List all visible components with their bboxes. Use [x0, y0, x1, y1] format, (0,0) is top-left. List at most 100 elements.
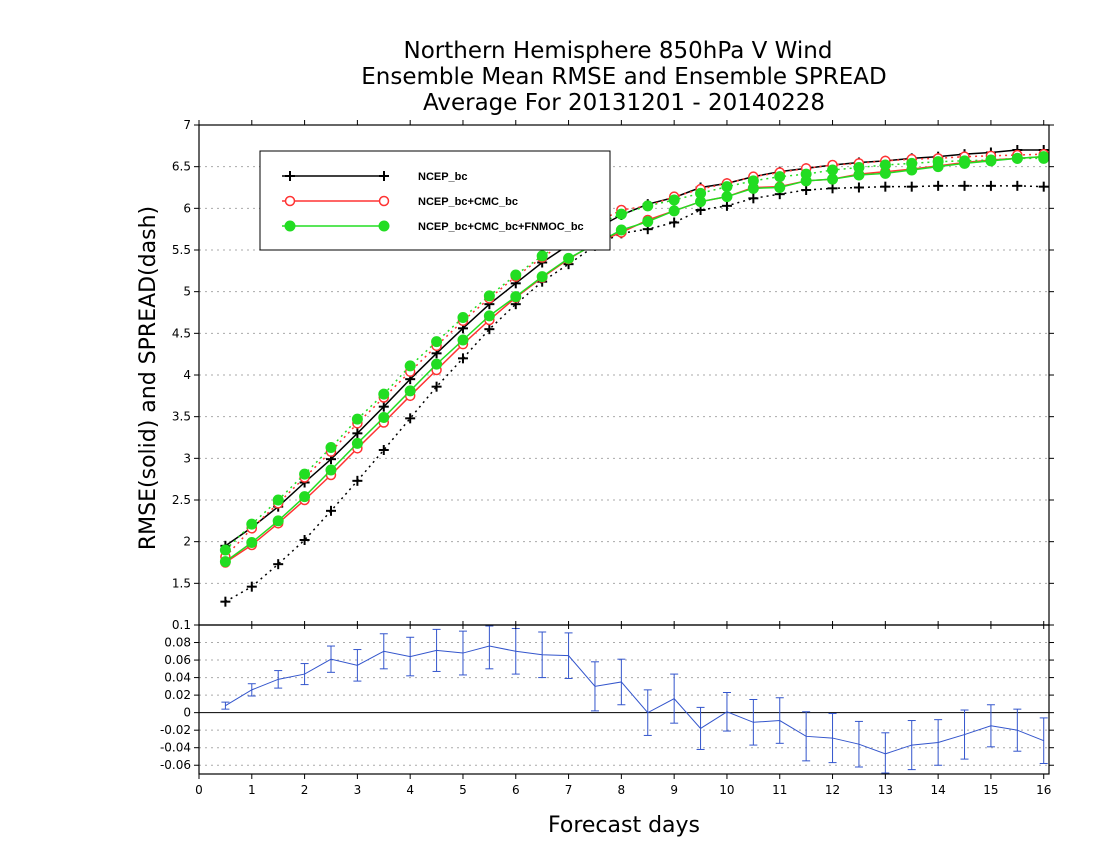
series-2-rmse-point — [351, 437, 363, 449]
x-tick-label: 0 — [195, 783, 203, 797]
y-tick-label: 5 — [183, 285, 191, 299]
series-2-rmse-point — [747, 182, 759, 194]
y2-tick-label: 0.02 — [164, 688, 191, 702]
series-2-spread-point — [510, 269, 522, 281]
error-bar — [986, 704, 995, 748]
error-bar — [590, 661, 599, 712]
y-tick-label: 1.5 — [172, 576, 191, 590]
series-2-spread-point — [299, 468, 311, 480]
series-2-spread-point — [404, 360, 416, 372]
error-bar — [432, 628, 441, 672]
series-2-spread-point — [246, 518, 258, 530]
x-tick-label: 8 — [618, 783, 626, 797]
series-2-rmse-point — [510, 291, 522, 303]
y2-tick-label: 0.1 — [172, 618, 191, 632]
bottom-plot-frame — [198, 624, 1050, 775]
series-0-spread-point — [220, 596, 231, 607]
series-0-spread-point — [246, 581, 257, 592]
y2-tick-label: -0.04 — [160, 741, 191, 755]
series-2-spread-point — [378, 388, 390, 400]
error-bar — [696, 706, 705, 750]
series-2-rmse-point — [906, 164, 918, 176]
error-bar — [722, 691, 731, 732]
series-0-spread-line — [225, 185, 1044, 603]
series-2-spread-point — [827, 164, 839, 176]
chart-title-line-3: Average For 20131201 - 20140228 — [423, 90, 825, 116]
series-0-spread-point — [933, 180, 944, 191]
x-tick-label: 2 — [301, 783, 309, 797]
legend-entries: NCEP_bc NCEP_bc+CMC_bc NCEP_bc+CMC_bc+FNMO… — [282, 171, 584, 233]
error-bar — [1013, 708, 1022, 752]
series-2-rmse-point — [668, 205, 680, 217]
error-bar — [907, 720, 916, 771]
legend-marker-1-b — [378, 195, 390, 207]
series-2-rmse-point — [431, 358, 443, 370]
legend-marker-0-a — [285, 171, 295, 181]
x-tick-label: 4 — [406, 783, 414, 797]
series-2-rmse-point — [879, 167, 891, 179]
series-0-spread-point — [1038, 181, 1049, 192]
error-bar — [406, 636, 415, 677]
series-0-spread-point — [985, 180, 996, 191]
series-0-spread-point — [273, 559, 284, 570]
series-2-rmse-point — [615, 224, 627, 236]
y-tick-label: 4 — [183, 368, 191, 382]
error-bar — [221, 701, 230, 710]
error-bar — [458, 630, 467, 676]
series-2-rmse-point — [774, 182, 786, 193]
y2-tick-label: 0 — [183, 706, 191, 720]
error-bar — [247, 683, 256, 697]
y2-tick-label: -0.02 — [160, 723, 191, 737]
series-2-rmse-point — [959, 157, 971, 169]
x-tick-label: 5 — [459, 783, 467, 797]
y2-tick-label: -0.06 — [160, 758, 191, 772]
x-tick-label: 9 — [670, 783, 678, 797]
error-bar — [749, 699, 758, 746]
x-tick-label: 11 — [772, 783, 787, 797]
chart-title-line-1: Northern Hemisphere 850hPa V Wind — [404, 38, 833, 64]
y-tick-label: 3.5 — [172, 410, 191, 424]
x-tick-label: 6 — [512, 783, 520, 797]
series-0-spread-point — [378, 445, 389, 455]
series-0-spread-point — [299, 535, 310, 545]
series-2-spread-point — [457, 312, 469, 323]
series-2-rmse-point — [219, 556, 231, 568]
x-tick-label: 13 — [878, 783, 893, 797]
series-2-spread-point — [615, 208, 627, 220]
series-2-rmse-point — [985, 155, 997, 167]
series-2-rmse-point — [721, 191, 733, 203]
x-tick-label: 7 — [565, 783, 573, 797]
series-2-rmse-point — [563, 252, 575, 264]
error-bar — [670, 673, 679, 724]
error-bar — [379, 633, 388, 670]
y-tick-label: 5.5 — [172, 243, 191, 257]
chart-title-line-2: Ensemble Mean RMSE and Ensemble SPREAD — [361, 64, 886, 90]
error-bar — [538, 631, 547, 679]
error-bar — [274, 670, 283, 689]
series-0-spread-point — [853, 182, 864, 193]
series-2-rmse-point — [404, 385, 416, 397]
legend-marker-1-a — [284, 195, 296, 207]
series-0-spread-point — [880, 181, 891, 192]
series-2-spread-point — [483, 290, 495, 302]
legend: NCEP_bc NCEP_bc+CMC_bc NCEP_bc+CMC_bc+FNMO… — [259, 150, 611, 251]
series-2-rmse-point — [272, 515, 284, 527]
series-2-spread-point — [536, 250, 548, 262]
series-2-rmse-point — [932, 161, 944, 173]
series-2-spread-point — [431, 336, 443, 348]
series-0-spread-point — [457, 353, 468, 364]
error-bar — [802, 711, 811, 762]
y2-tick-label: 0.08 — [164, 636, 191, 650]
series-0-rmse-point — [352, 428, 363, 439]
series-0-spread-point — [721, 200, 732, 211]
x-tick-label: 15 — [983, 783, 998, 797]
diff-line — [225, 645, 1044, 755]
error-bar — [854, 720, 863, 768]
error-bar — [934, 719, 943, 766]
series-2-rmse-point — [325, 464, 337, 476]
error-bar — [828, 713, 837, 764]
x-tick-label: 3 — [354, 783, 362, 797]
y-tick-label: 6 — [183, 201, 191, 215]
